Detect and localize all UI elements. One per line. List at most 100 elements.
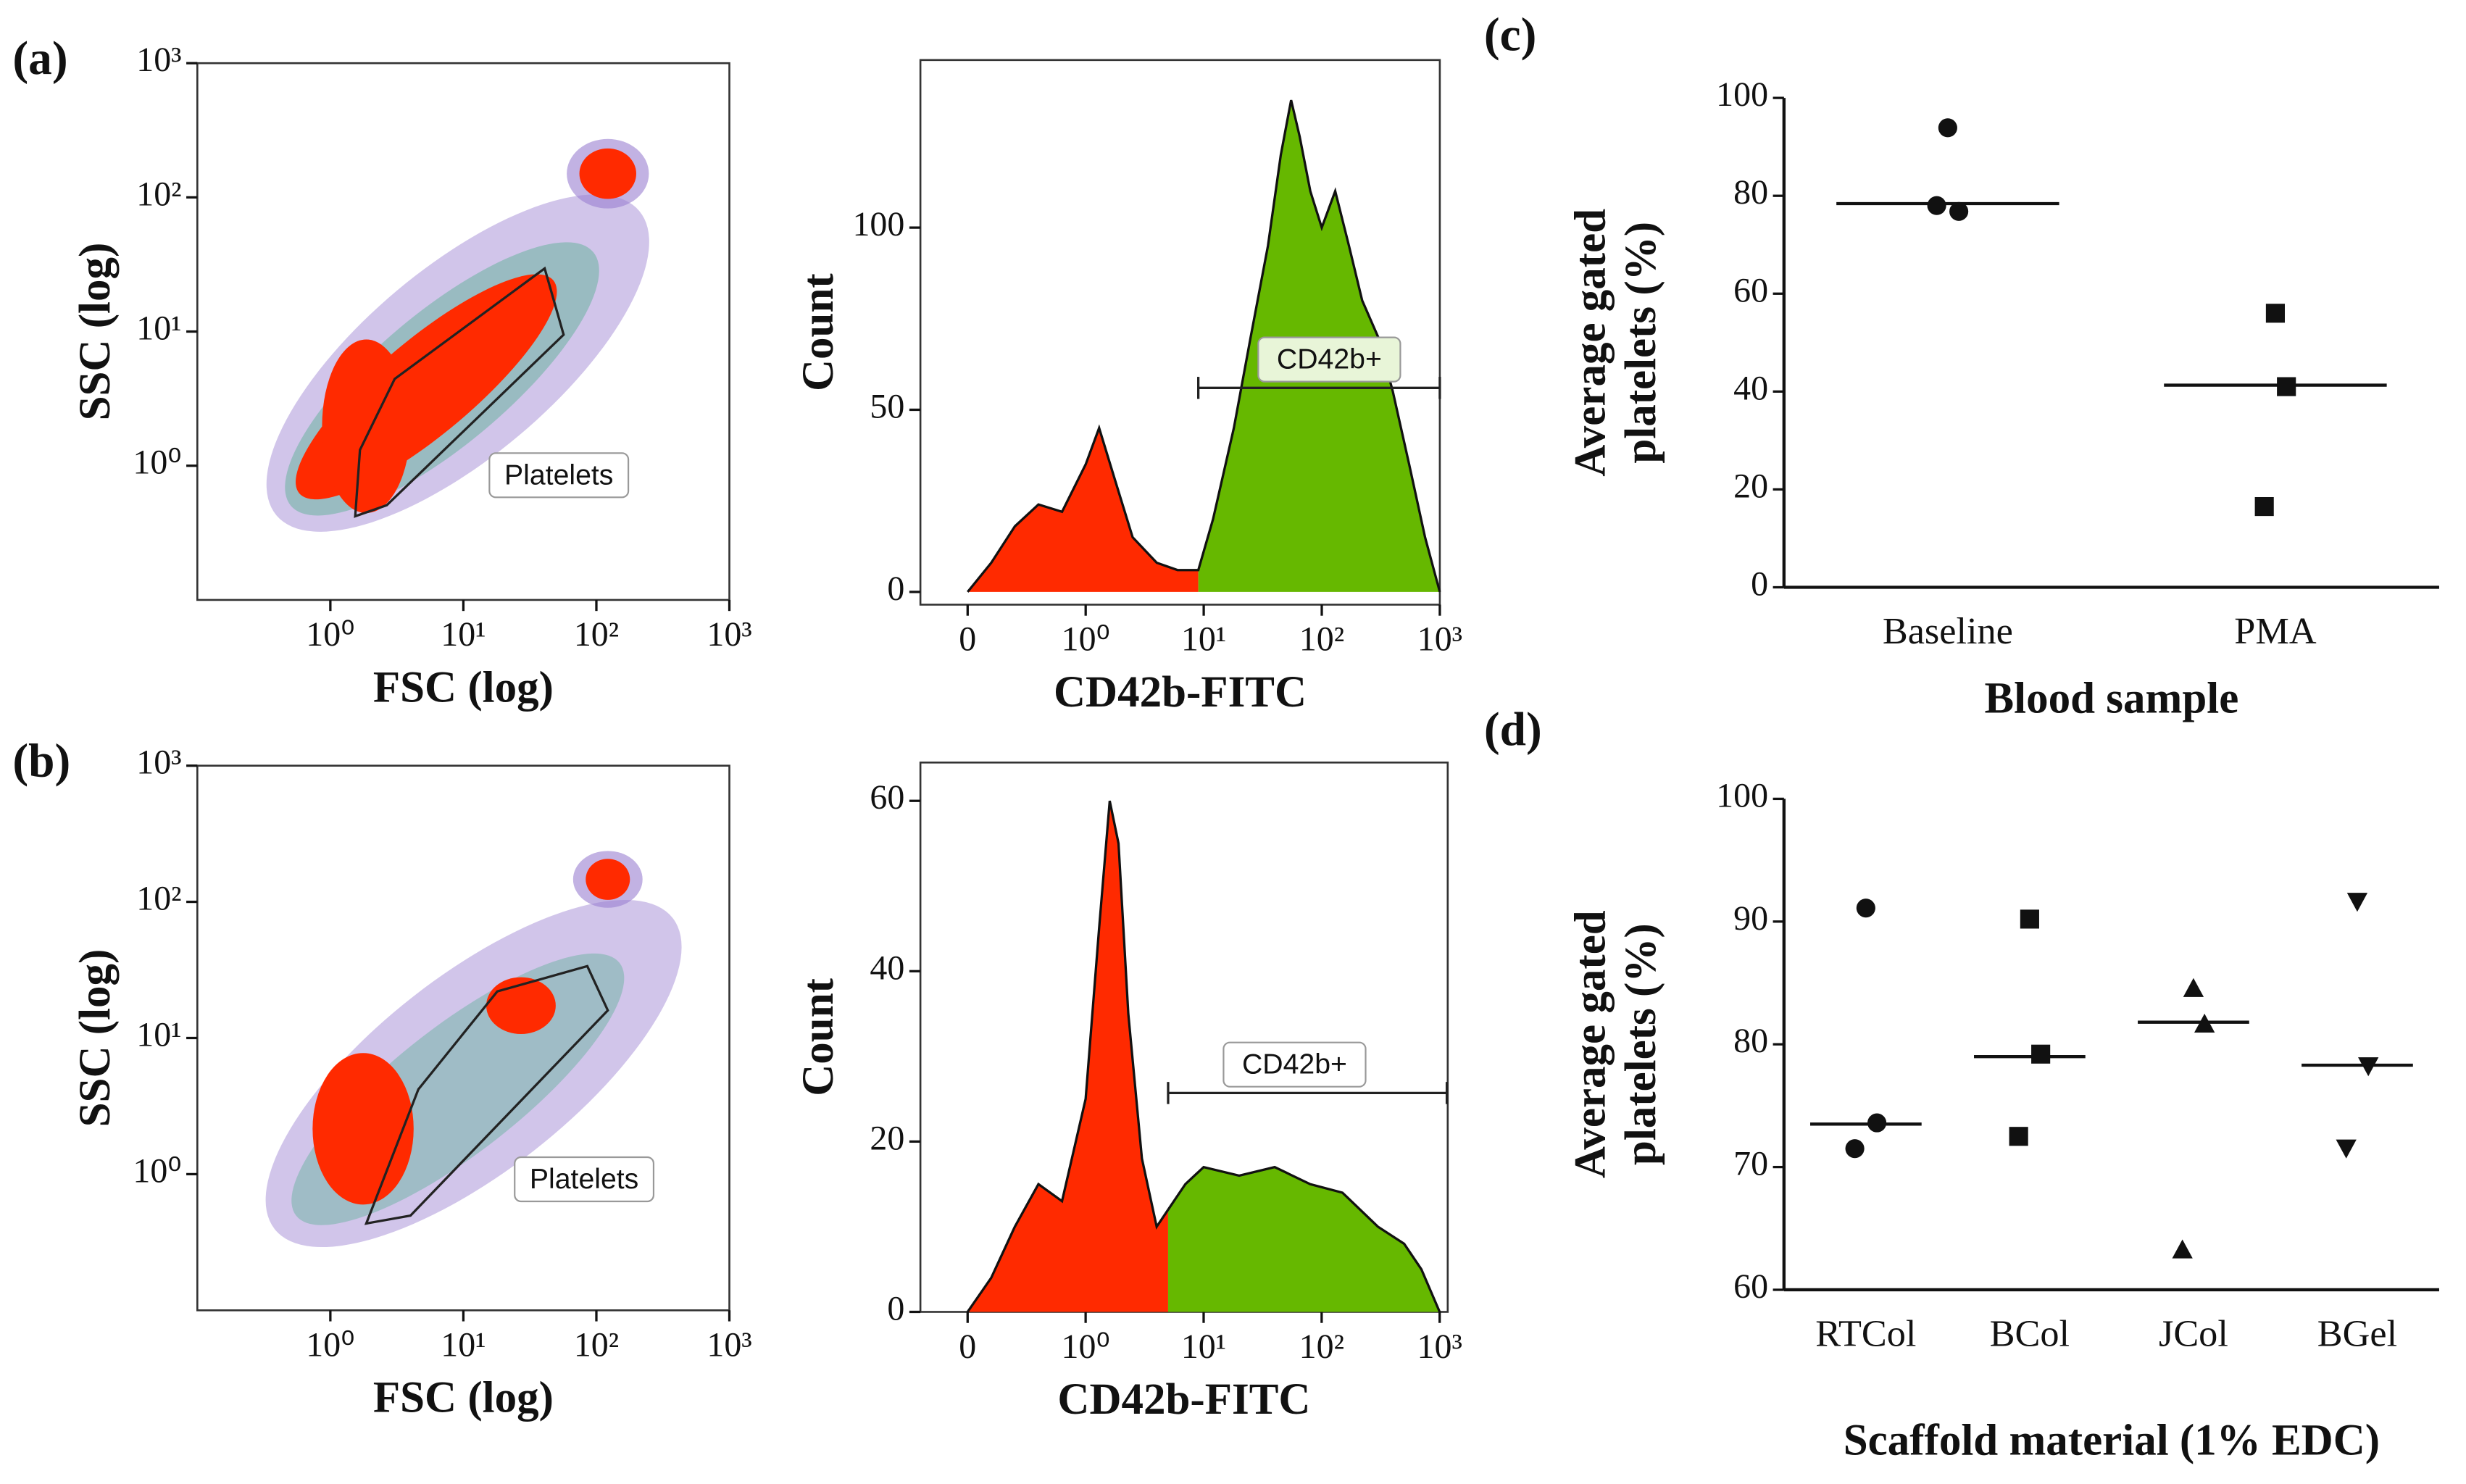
y-tick-label: 10⁰ <box>133 1151 181 1190</box>
y-axis-label: Count <box>794 977 843 1096</box>
x-axis-label: CD42b-FITC <box>1057 1375 1310 1424</box>
y-tick-label: 20 <box>870 1119 904 1157</box>
x-tick-label: 10⁰ <box>1062 620 1110 659</box>
data-point <box>1856 899 1875 918</box>
histogram-area <box>967 428 1199 592</box>
x-axis-label: FSC (log) <box>373 663 554 712</box>
y-tick-label: 50 <box>870 387 904 425</box>
gate-box <box>488 452 630 499</box>
gate-box <box>1222 1041 1367 1088</box>
x-tick-label: 10¹ <box>1181 1327 1226 1366</box>
x-tick-label: BCol <box>1990 1312 2070 1354</box>
density-cloud <box>265 851 682 1248</box>
x-tick-label: 10² <box>1299 620 1344 659</box>
x-tick-label: 10² <box>574 615 619 654</box>
gate-label-box: Platelets <box>488 452 630 499</box>
y-tick-label: 10⁰ <box>133 443 181 482</box>
y-axis-label: platelets (%) <box>1617 222 1665 464</box>
y-axis-label: Count <box>794 273 843 391</box>
panel-label: (b) <box>12 735 70 788</box>
x-tick-label: 10¹ <box>441 1326 486 1364</box>
gate-label: Platelets <box>504 459 613 491</box>
histogram-outline <box>966 800 1441 1313</box>
histogram-area <box>967 801 1168 1312</box>
data-point <box>2183 977 2204 997</box>
data-point <box>2172 1239 2193 1259</box>
y-tick-label: 90 <box>1733 899 1768 938</box>
panel-label: (a) <box>12 33 67 85</box>
data-point <box>2265 304 2286 323</box>
x-tick-label: 10⁰ <box>306 615 354 654</box>
y-tick-label: 80 <box>1733 173 1768 212</box>
histogram-outline <box>967 99 1441 593</box>
y-tick-label: 10² <box>136 880 181 918</box>
gate-label: CD42b+ <box>1242 1049 1347 1080</box>
data-point <box>2031 1044 2051 1064</box>
data-point <box>2254 496 2274 517</box>
data-point <box>1845 1139 1865 1159</box>
y-tick-label: 60 <box>1733 271 1768 309</box>
panel-label: (d) <box>1484 704 1542 756</box>
x-tick-label: JCol <box>2159 1312 2228 1354</box>
x-tick-label: 10¹ <box>1181 620 1226 659</box>
y-tick-label: 100 <box>852 205 904 243</box>
y-axis-label: SSC (log) <box>71 949 120 1127</box>
y-tick-label: 0 <box>887 570 904 608</box>
y-tick-label: 60 <box>870 778 904 817</box>
x-tick-label: 10¹ <box>441 615 486 654</box>
x-tick-label: 10³ <box>1417 1327 1462 1366</box>
data-point <box>2009 1127 2028 1146</box>
y-tick-label: 10³ <box>136 41 181 79</box>
y-tick-label: 20 <box>1733 467 1768 505</box>
density-cloud <box>266 138 649 532</box>
y-tick-label: 40 <box>1733 369 1768 407</box>
data-point <box>2346 893 2368 912</box>
data-point <box>1867 1113 1887 1133</box>
panel-label: (c) <box>1484 9 1537 62</box>
y-tick-label: 0 <box>887 1289 904 1327</box>
y-axis-label: platelets (%) <box>1617 923 1665 1165</box>
y-axis-label: Average gated <box>1566 209 1615 477</box>
y-tick-label: 10¹ <box>136 309 181 348</box>
x-tick-label: 10² <box>574 1326 619 1364</box>
x-tick-label: RTCol <box>1815 1312 1916 1354</box>
data-point <box>2020 909 2039 929</box>
histogram-area <box>1167 1167 1440 1312</box>
gate-box <box>514 1156 655 1203</box>
x-tick-label: 10⁰ <box>1062 1327 1110 1366</box>
y-axis-label: SSC (log) <box>71 243 120 421</box>
data-point <box>1927 196 1946 215</box>
plot-frame <box>919 59 1441 606</box>
y-tick-label: 10³ <box>136 743 181 782</box>
x-axis-label: Blood sample <box>1984 675 2238 723</box>
x-axis-label: Scaffold material (1% EDC) <box>1844 1416 2380 1464</box>
data-point <box>2358 1057 2379 1077</box>
gate-label: Platelets <box>530 1164 638 1195</box>
y-tick-label: 40 <box>870 949 904 987</box>
x-axis-label: FSC (log) <box>373 1374 554 1422</box>
y-tick-label: 80 <box>1733 1022 1768 1060</box>
data-point <box>2336 1139 2357 1159</box>
data-point <box>2194 1013 2215 1033</box>
y-tick-label: 0 <box>1751 564 1768 603</box>
y-tick-label: 10¹ <box>136 1015 181 1054</box>
y-tick-label: 70 <box>1733 1145 1768 1183</box>
y-axis-label: Average gated <box>1566 910 1615 1178</box>
x-tick-label: Baseline <box>1883 610 2013 652</box>
x-tick-label: 0 <box>959 620 976 659</box>
x-tick-label: 10² <box>1299 1327 1344 1366</box>
gate-label: CD42b+ <box>1277 344 1382 375</box>
data-point <box>2277 377 2296 396</box>
gate-label-box: Platelets <box>514 1156 655 1203</box>
y-tick-label: 60 <box>1733 1267 1768 1306</box>
x-tick-label: BGel <box>2317 1312 2397 1354</box>
data-point <box>1949 201 1969 221</box>
x-tick-label: 0 <box>959 1327 976 1366</box>
x-tick-label: PMA <box>2234 610 2317 652</box>
x-tick-label: 10⁰ <box>306 1326 354 1364</box>
y-tick-label: 10² <box>136 175 181 213</box>
x-tick-label: 10³ <box>707 1326 751 1364</box>
x-tick-label: 10³ <box>1417 620 1462 659</box>
y-tick-label: 100 <box>1716 75 1768 114</box>
